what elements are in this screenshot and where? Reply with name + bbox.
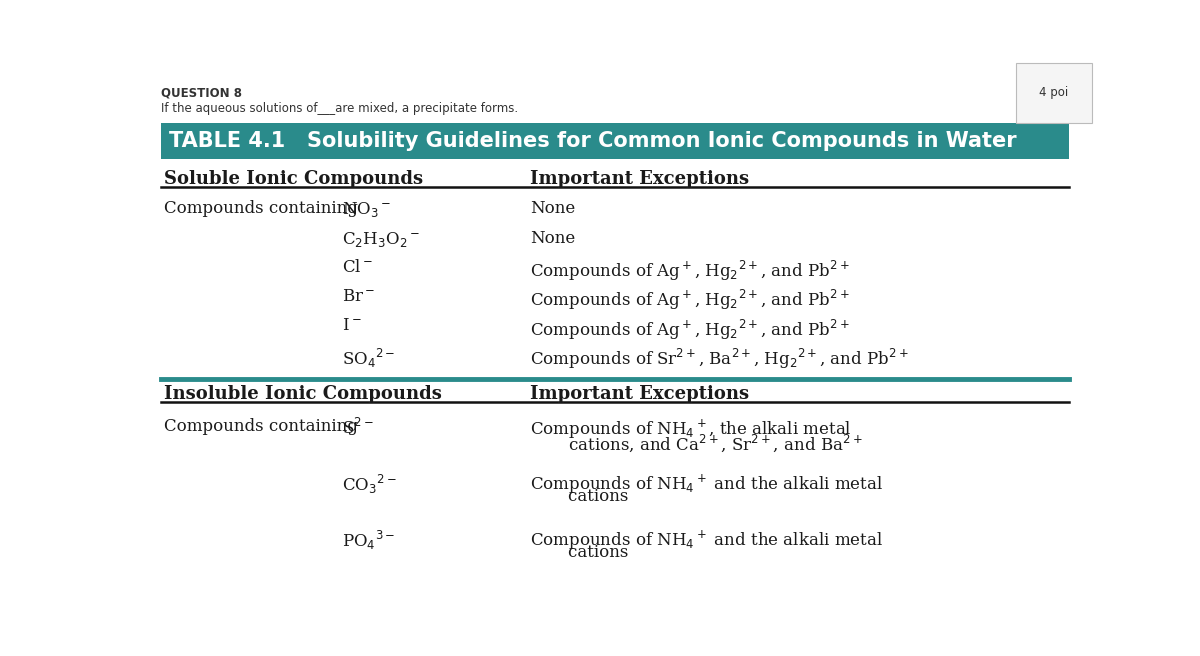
Text: cations: cations <box>547 544 628 561</box>
Text: cations: cations <box>547 488 628 505</box>
Text: None: None <box>529 200 575 217</box>
Text: Compounds of Sr$^{2+}$, Ba$^{2+}$, Hg$_2$$^{2+}$, and Pb$^{2+}$: Compounds of Sr$^{2+}$, Ba$^{2+}$, Hg$_2… <box>529 346 908 371</box>
Text: CO$_3$$^{2-}$: CO$_3$$^{2-}$ <box>342 473 397 496</box>
Text: Compounds of Ag$^+$, Hg$_2$$^{2+}$, and Pb$^{2+}$: Compounds of Ag$^+$, Hg$_2$$^{2+}$, and … <box>529 259 850 283</box>
Text: Cl$^-$: Cl$^-$ <box>342 259 373 276</box>
Text: Compounds of Ag$^+$, Hg$_2$$^{2+}$, and Pb$^{2+}$: Compounds of Ag$^+$, Hg$_2$$^{2+}$, and … <box>529 318 850 342</box>
Text: None: None <box>529 230 575 247</box>
Text: C$_2$H$_3$O$_2$$^-$: C$_2$H$_3$O$_2$$^-$ <box>342 230 420 249</box>
Text: Compounds of NH$_4$$^+$ and the alkali metal: Compounds of NH$_4$$^+$ and the alkali m… <box>529 473 883 496</box>
Text: Insoluble Ionic Compounds: Insoluble Ionic Compounds <box>164 385 442 403</box>
Text: TABLE 4.1   Solubility Guidelines for Common Ionic Compounds in Water: TABLE 4.1 Solubility Guidelines for Comm… <box>168 131 1016 151</box>
FancyBboxPatch shape <box>161 123 1069 159</box>
Text: PO$_4$$^{3-}$: PO$_4$$^{3-}$ <box>342 528 396 552</box>
Text: I$^-$: I$^-$ <box>342 318 361 335</box>
Text: S$^{2-}$: S$^{2-}$ <box>342 417 374 438</box>
Text: NO$_3$$^-$: NO$_3$$^-$ <box>342 200 391 219</box>
Text: Soluble Ionic Compounds: Soluble Ionic Compounds <box>164 170 424 188</box>
Text: cations, and Ca$^{2+}$, Sr$^{2+}$, and Ba$^{2+}$: cations, and Ca$^{2+}$, Sr$^{2+}$, and B… <box>547 433 863 455</box>
Text: Important Exceptions: Important Exceptions <box>529 385 749 403</box>
Text: Important Exceptions: Important Exceptions <box>529 170 749 188</box>
Text: SO$_4$$^{2-}$: SO$_4$$^{2-}$ <box>342 346 396 370</box>
Text: Compounds containing: Compounds containing <box>164 417 358 434</box>
Text: Br$^-$: Br$^-$ <box>342 288 376 305</box>
Text: QUESTION 8: QUESTION 8 <box>161 87 242 100</box>
Text: Compounds of NH$_4$$^+$ and the alkali metal: Compounds of NH$_4$$^+$ and the alkali m… <box>529 528 883 552</box>
Text: Compounds containing: Compounds containing <box>164 200 358 217</box>
Text: Compounds of Ag$^+$, Hg$_2$$^{2+}$, and Pb$^{2+}$: Compounds of Ag$^+$, Hg$_2$$^{2+}$, and … <box>529 288 850 312</box>
Text: If the aqueous solutions of___are mixed, a precipitate forms.: If the aqueous solutions of___are mixed,… <box>161 102 518 115</box>
Text: 4 poi: 4 poi <box>1039 87 1068 100</box>
Text: Compounds of NH$_4$$^+$, the alkali metal: Compounds of NH$_4$$^+$, the alkali meta… <box>529 417 852 441</box>
